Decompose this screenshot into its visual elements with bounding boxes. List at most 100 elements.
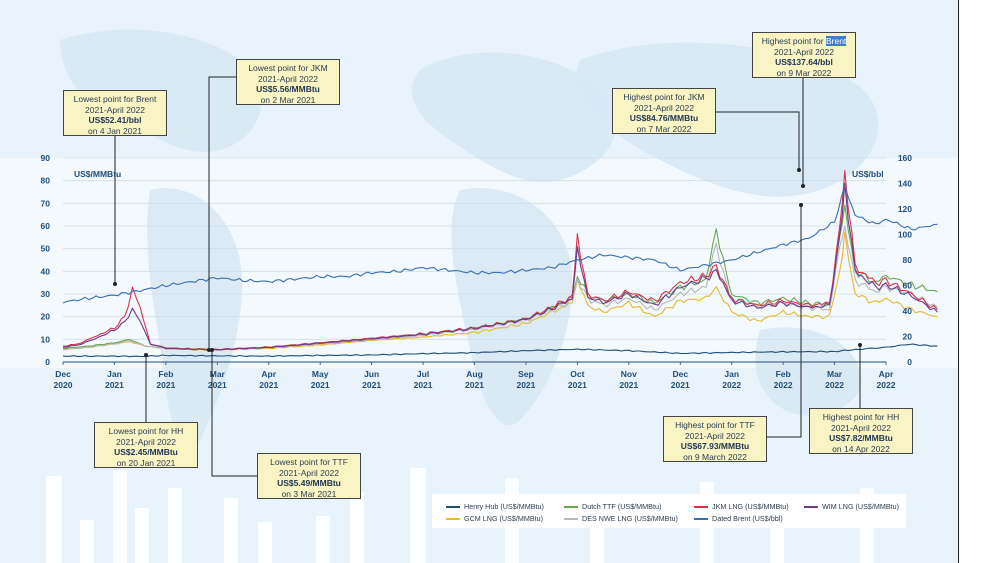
- y-left-tick-label: 70: [41, 198, 51, 208]
- y-right-tick-label: 20: [903, 332, 913, 342]
- x-tick-year: 2021: [105, 380, 124, 390]
- y-right-tick-label: 80: [903, 255, 913, 265]
- legend-swatch: [804, 506, 818, 509]
- decorative-bar: [350, 492, 364, 563]
- x-tick-month: Jan: [107, 369, 122, 379]
- callout-ttf-high: Highest point for TTF 2021-April 2022 US…: [663, 416, 767, 462]
- decorative-bar: [46, 476, 62, 563]
- legend-item-wim: WIM LNG (US$/MMBtu): [804, 502, 899, 511]
- callout-brent-high: Highest point for Brent 2021-April 2022 …: [752, 32, 856, 78]
- map-landmass: [451, 188, 572, 426]
- y-left-tick-label: 50: [41, 244, 51, 254]
- callout-leader: [211, 350, 257, 477]
- callout-marker: [210, 348, 214, 352]
- callout-marker: [799, 203, 803, 207]
- x-tick-month: Aug: [466, 369, 483, 379]
- x-tick-month: Mar: [827, 369, 843, 379]
- x-tick-year: 2022: [825, 380, 844, 390]
- callout-leader: [716, 111, 800, 170]
- decorative-bar: [410, 468, 426, 563]
- page-edge: [958, 0, 990, 563]
- legend-swatch: [694, 518, 708, 521]
- x-tick-year: 2022: [774, 380, 793, 390]
- callout-leader: [208, 76, 236, 350]
- callout-leaders: [113, 76, 862, 477]
- legend-swatch: [564, 506, 578, 509]
- x-tick-month: Feb: [158, 369, 173, 379]
- y-right-tick-label: 60: [903, 281, 913, 291]
- gridlines: [62, 157, 887, 365]
- x-tick-month: Oct: [570, 369, 584, 379]
- callout-marker: [801, 184, 805, 188]
- decorative-bar: [168, 488, 182, 563]
- x-tick-month: Mar: [210, 369, 226, 379]
- x-tick-year: 2021: [208, 380, 227, 390]
- y-left-tick-label: 60: [41, 221, 51, 231]
- axis-ticks: 0 10 20 30 40 50 60 70 80 90 0 20 40 60 80 100 120 140 160…: [41, 153, 913, 390]
- x-tick-month: Dec: [672, 369, 688, 379]
- decorative-bar: [135, 508, 149, 563]
- y-right-tick-label: 0: [907, 357, 912, 367]
- callout-jkm-high: Highest point for JKM 2021-April 2022 US…: [612, 88, 716, 134]
- y-left-tick-label: 0: [45, 357, 50, 367]
- x-tick-year: 2020: [54, 380, 73, 390]
- callout-leader: [767, 205, 802, 438]
- x-tick-month: Nov: [621, 369, 637, 379]
- y-right-tick-label: 40: [903, 306, 913, 316]
- x-tick-month: Jan: [724, 369, 739, 379]
- callout-brent-low: Lowest point for Brent 2021-April 2022 U…: [63, 90, 167, 136]
- y-right-tick-label: 140: [898, 179, 912, 189]
- x-tick-year: 2021: [311, 380, 330, 390]
- x-tick-year: 2021: [156, 380, 175, 390]
- x-tick-year: 2021: [259, 380, 278, 390]
- legend-item-des-nwe: DES NWE LNG (US$/MMBtu): [564, 514, 678, 523]
- map-landmass: [147, 188, 242, 451]
- callout-marker: [144, 353, 148, 357]
- left-axis-unit: US$/MMBtu: [74, 169, 122, 179]
- decorative-bar: [113, 470, 127, 563]
- y-left-tick-label: 40: [41, 266, 51, 276]
- x-tick-year: 2021: [516, 380, 535, 390]
- callout-ttf-low: Lowest point for TTF 2021-April 2022 US$…: [257, 453, 361, 499]
- y-left-tick-label: 30: [41, 289, 51, 299]
- legend-swatch: [446, 518, 460, 521]
- legend-swatch: [446, 506, 460, 509]
- x-tick-month: Sep: [518, 369, 534, 379]
- decorative-bar: [258, 522, 272, 563]
- callout-marker: [113, 282, 117, 286]
- x-tick-month: Apr: [879, 369, 894, 379]
- x-tick-year: 2021: [671, 380, 690, 390]
- legend-item-brent: Dated Brent (US$/bbl): [694, 514, 783, 523]
- x-tick-month: Feb: [776, 369, 791, 379]
- legend-swatch: [694, 506, 708, 509]
- x-tick-year: 2021: [568, 380, 587, 390]
- map-landmass: [755, 327, 862, 416]
- legend-item-henry-hub: Henry Hub (US$/MMBtu): [446, 502, 544, 511]
- series-line: [62, 343, 938, 358]
- map-landmass: [411, 52, 617, 182]
- x-tick-month: Jun: [364, 369, 379, 379]
- legend-swatch: [564, 518, 578, 521]
- y-right-tick-label: 160: [898, 153, 912, 163]
- callout-marker: [858, 343, 862, 347]
- decorative-bar: [224, 498, 238, 563]
- y-right-tick-label: 120: [898, 204, 912, 214]
- x-tick-month: Apr: [261, 369, 276, 379]
- legend-item-jkm: JKM LNG (US$/MMBtu): [694, 502, 789, 511]
- decorative-bar: [316, 516, 330, 563]
- x-tick-year: 2021: [414, 380, 433, 390]
- legend: Henry Hub (US$/MMBtu) Dutch TTF (US$/MMB…: [432, 494, 906, 528]
- x-tick-year: 2022: [722, 380, 741, 390]
- y-left-tick-label: 90: [41, 153, 51, 163]
- x-tick-month: Dec: [55, 369, 71, 379]
- y-right-tick-label: 100: [898, 230, 912, 240]
- x-tick-year: 2021: [619, 380, 638, 390]
- legend-item-gcm: GCM LNG (US$/MMBtu): [446, 514, 543, 523]
- y-left-tick-label: 20: [41, 312, 51, 322]
- x-tick-month: May: [312, 369, 329, 379]
- x-tick-year: 2021: [362, 380, 381, 390]
- x-tick-year: 2021: [465, 380, 484, 390]
- x-tick-year: 2022: [877, 380, 896, 390]
